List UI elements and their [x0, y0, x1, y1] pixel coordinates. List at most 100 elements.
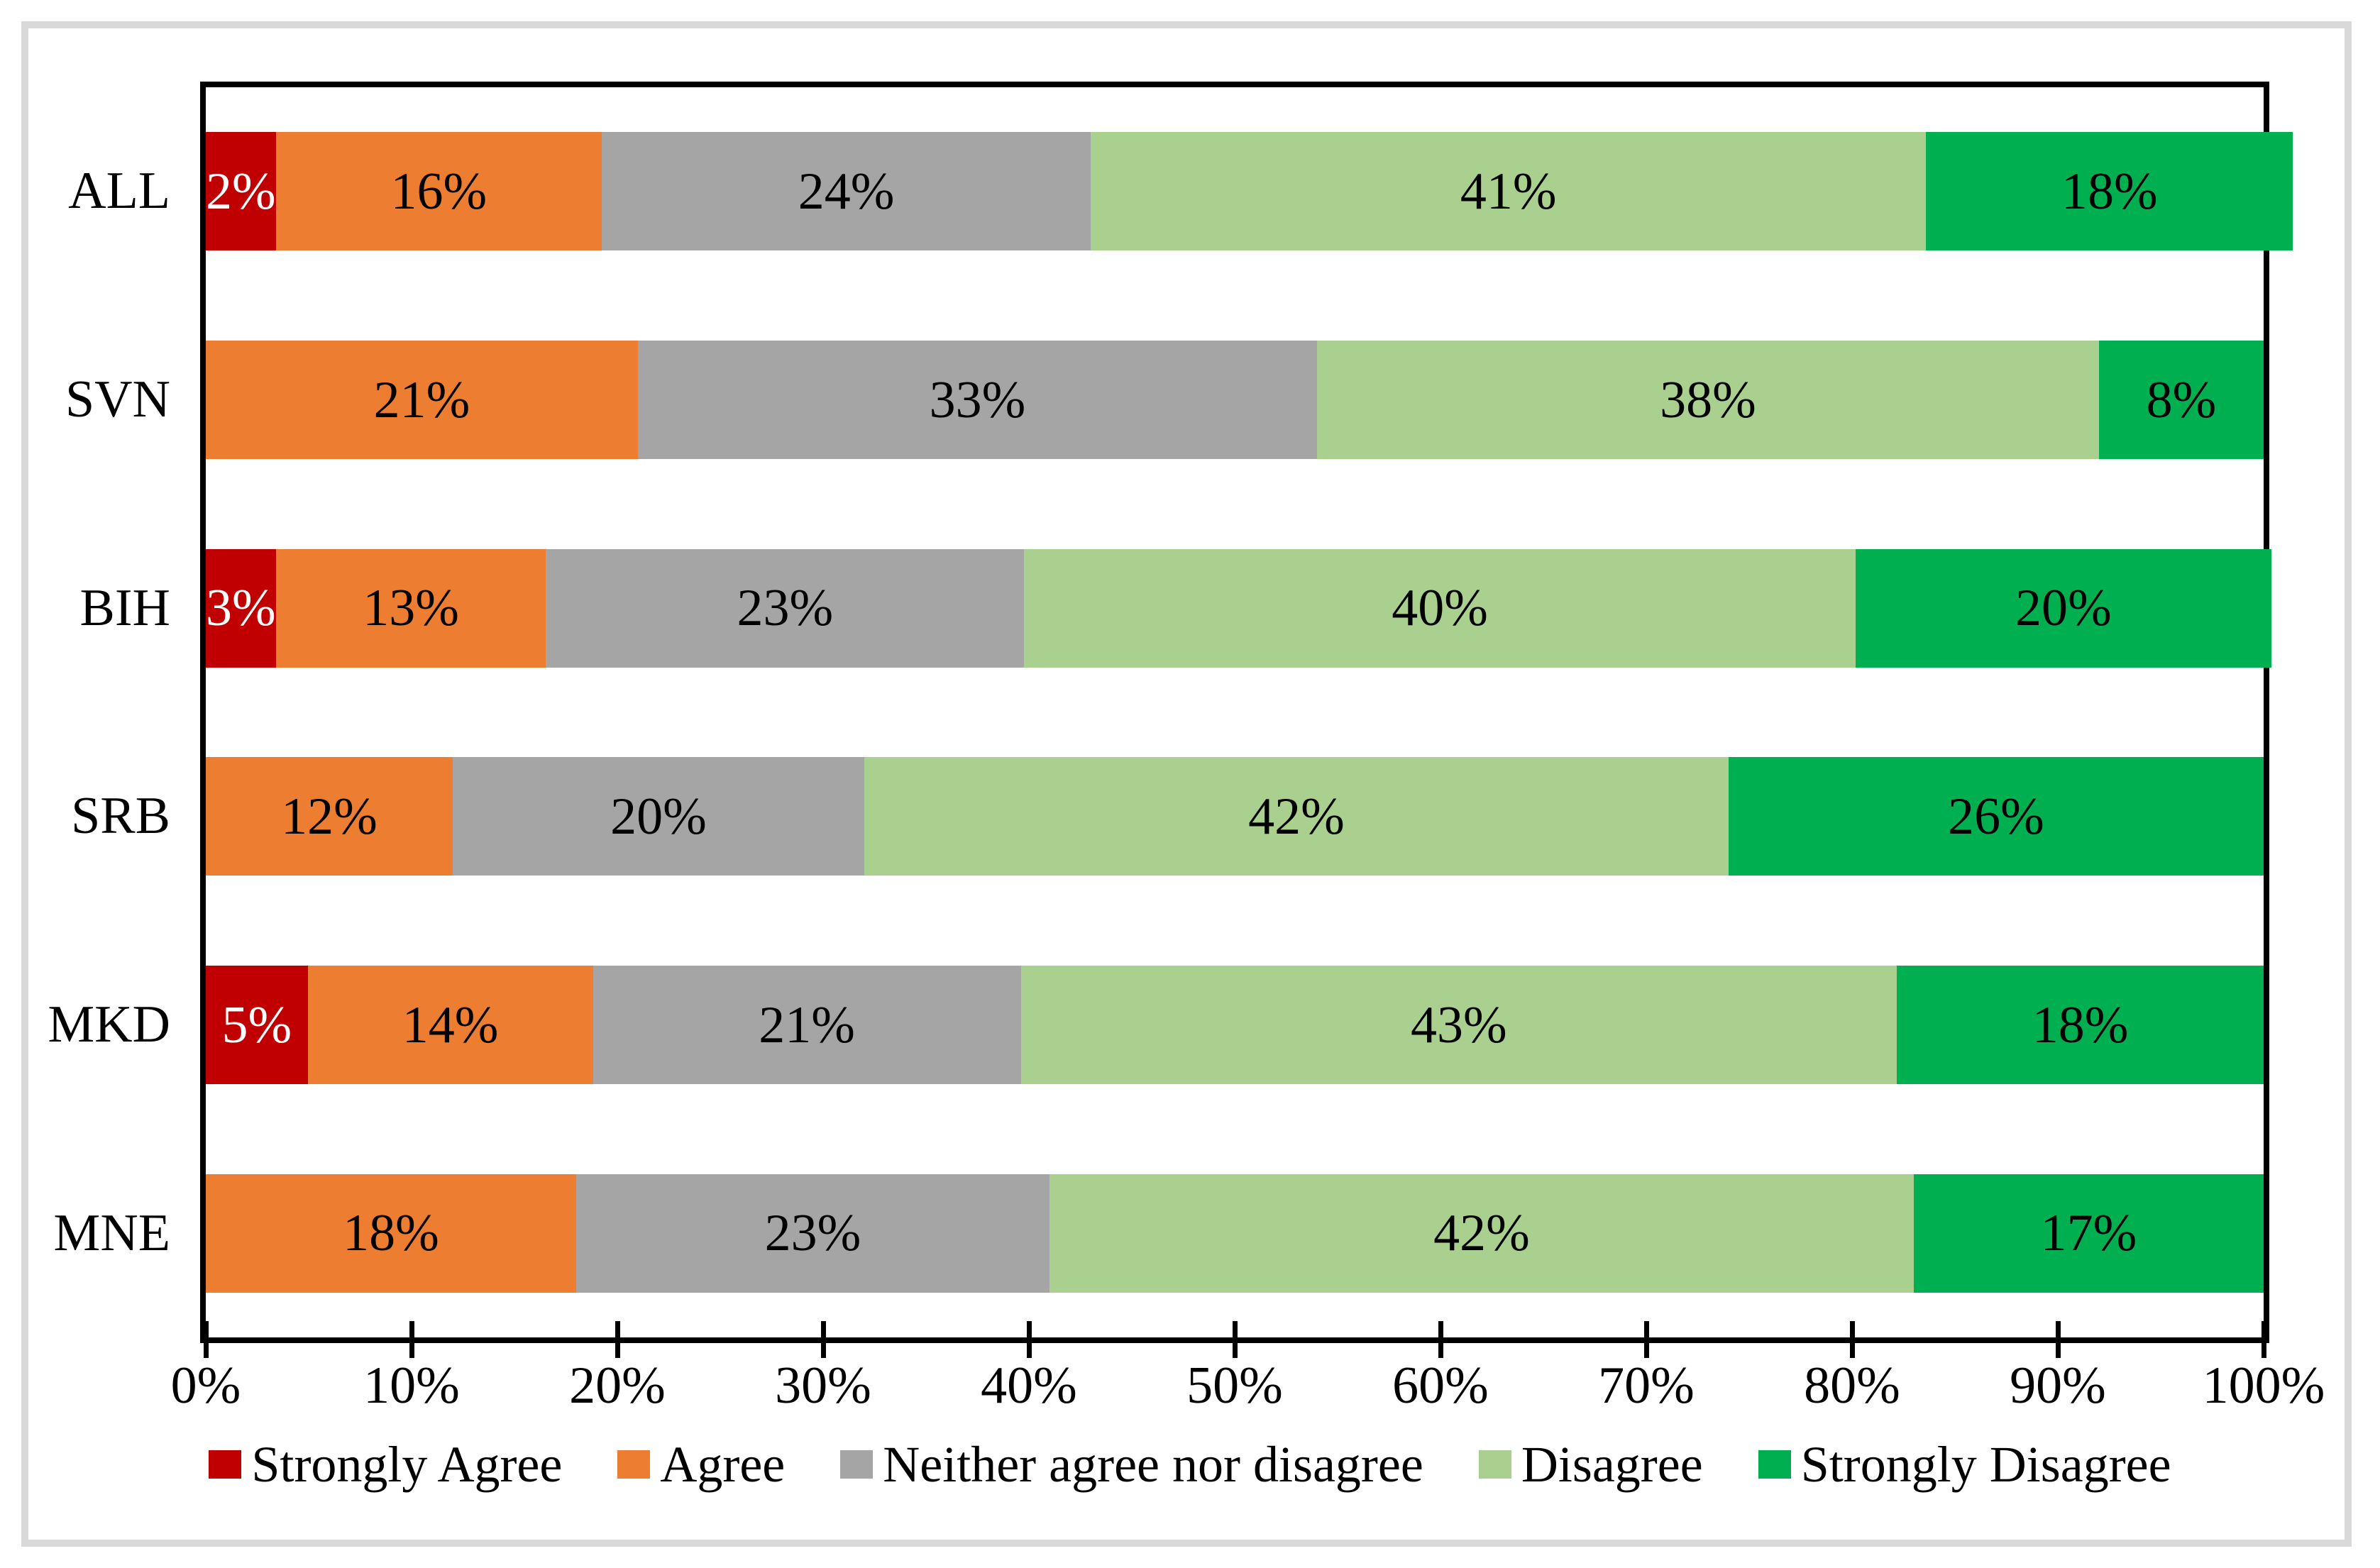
category-label: MKD — [48, 995, 170, 1054]
bar-segment: 17% — [1914, 1174, 2264, 1293]
bar-row: 5% 14% 21% 43% 18% — [206, 966, 2264, 1084]
bar-segment-value: 43% — [1410, 995, 1507, 1054]
x-axis-tick-label: 70% — [1598, 1357, 1695, 1415]
bar-segment: 26% — [1729, 757, 2264, 876]
x-axis-tick-label: 80% — [1804, 1357, 1900, 1415]
x-axis-tick — [2261, 1321, 2266, 1358]
x-axis-tick — [1026, 1321, 1032, 1358]
legend-label: Strongly Agree — [251, 1436, 563, 1493]
x-axis-tick — [1643, 1321, 1649, 1358]
bar-segment-value: 23% — [764, 1204, 861, 1263]
x-axis-tick-label: 100% — [2202, 1357, 2325, 1415]
x-axis-tick-label: 30% — [775, 1357, 871, 1415]
legend-label: Strongly Disagree — [1800, 1436, 2171, 1493]
x-axis-tick-label: 10% — [363, 1357, 460, 1415]
category-label: SRB — [71, 787, 170, 846]
category-label: SVN — [65, 370, 170, 429]
bar-segment-value: 42% — [1248, 787, 1345, 846]
bar-segment-value: 41% — [1460, 162, 1557, 221]
bar-segment-value: 5% — [221, 995, 292, 1054]
bar-segment-value: 40% — [1392, 579, 1488, 638]
bar-segment-value: 18% — [2032, 995, 2129, 1054]
bar-segment-value: 12% — [281, 787, 378, 846]
bar-segment-value: 17% — [2040, 1204, 2137, 1263]
x-axis-tick — [1232, 1321, 1238, 1358]
legend-swatch — [1478, 1450, 1511, 1479]
category-label: BIH — [79, 578, 170, 637]
bar-segment: 18% — [1926, 132, 2293, 251]
legend-swatch — [617, 1450, 651, 1479]
legend-item: Agree — [617, 1439, 785, 1490]
bar-segment: 40% — [1024, 548, 1856, 668]
x-axis-tick-label: 20% — [569, 1357, 666, 1415]
bar-segment-value: 24% — [798, 162, 895, 221]
legend-item: Strongly Disagree — [1758, 1439, 2171, 1490]
bar-segment: 33% — [638, 341, 1317, 459]
bar-segment: 5% — [206, 966, 308, 1084]
x-axis-tick — [1849, 1321, 1855, 1358]
bar-segment: 24% — [602, 132, 1091, 251]
legend-label: Neither agree nor disagree — [883, 1436, 1423, 1493]
bar-segment: 42% — [864, 757, 1729, 876]
x-axis-tick — [1438, 1321, 1443, 1358]
category-label: ALL — [68, 162, 170, 221]
bar-segment: 43% — [1020, 966, 1897, 1084]
x-axis-tick-label: 40% — [981, 1357, 1077, 1415]
plot-area — [200, 82, 2269, 1343]
bar-segment-value: 13% — [363, 579, 459, 638]
bar-segment: 16% — [275, 132, 602, 251]
bar-segment: 2% — [206, 132, 276, 251]
bar-row: 3% 13% 23% 40% 20% — [206, 548, 2271, 668]
bar-segment: 38% — [1317, 341, 2099, 459]
bar-segment-value: 26% — [1948, 787, 2044, 846]
bar-segment: 21% — [206, 341, 638, 459]
bar-segment-value: 8% — [2146, 370, 2217, 429]
bar-segment-value: 20% — [2015, 579, 2112, 638]
bar-segment-value: 21% — [759, 995, 855, 1054]
x-axis-tick — [409, 1321, 414, 1358]
legend-label: Disagree — [1521, 1436, 1703, 1493]
legend-item: Disagree — [1478, 1436, 1703, 1493]
x-axis-tick — [203, 1321, 209, 1358]
category-label: MNE — [53, 1203, 170, 1262]
bar-segment-value: 21% — [373, 370, 470, 429]
x-axis-tick — [2055, 1321, 2061, 1358]
legend-swatch — [840, 1450, 874, 1479]
legend: Strongly Agree Agree Neither agree nor dis… — [0, 1439, 2380, 1490]
bar-segment: 3% — [206, 548, 276, 668]
bar-segment-value: 2% — [206, 162, 276, 221]
bar-segment: 12% — [206, 757, 453, 876]
bar-segment: 42% — [1049, 1174, 1914, 1293]
x-axis-tick-label: 50% — [1186, 1357, 1283, 1415]
bar-segment-value: 14% — [402, 995, 499, 1054]
bar-segment-value: 18% — [343, 1204, 439, 1263]
legend-item: Strongly Agree — [209, 1439, 562, 1490]
bar-segment-value: 38% — [1660, 370, 1756, 429]
bar-row: 2% 16% 24% 41% 18% — [206, 132, 2293, 251]
bar-segment-value: 18% — [2061, 162, 2158, 221]
bar-segment: 20% — [453, 757, 864, 876]
bar-segment: 23% — [576, 1174, 1049, 1293]
bar-segment-value: 33% — [929, 370, 1026, 429]
x-axis-tick — [820, 1321, 826, 1358]
bar-segment-value: 3% — [206, 579, 276, 638]
bar-segment: 21% — [593, 966, 1021, 1084]
bar-segment: 8% — [2099, 341, 2264, 459]
bar-segment: 18% — [1897, 966, 2264, 1084]
bar-segment: 41% — [1091, 132, 1927, 251]
legend-item: Neither agree nor disagree — [840, 1439, 1423, 1490]
bar-segment-value: 20% — [610, 787, 707, 846]
bar-row: 18% 23% 42% 17% — [206, 1174, 2264, 1293]
bar-row: 12% 20% 42% 26% — [206, 757, 2264, 876]
bar-segment: 18% — [206, 1174, 576, 1293]
legend-swatch — [209, 1450, 242, 1479]
legend-label: Agree — [660, 1436, 786, 1493]
bar-segment: 20% — [1855, 548, 2271, 668]
bar-segment: 23% — [546, 548, 1025, 668]
x-axis-tick-label: 0% — [170, 1357, 241, 1415]
bar-segment-value: 42% — [1433, 1204, 1530, 1263]
x-axis-tick-label: 90% — [2010, 1357, 2106, 1415]
legend-swatch — [1758, 1450, 1791, 1479]
bar-segment: 14% — [307, 966, 593, 1084]
bar-segment-value: 16% — [390, 162, 487, 221]
